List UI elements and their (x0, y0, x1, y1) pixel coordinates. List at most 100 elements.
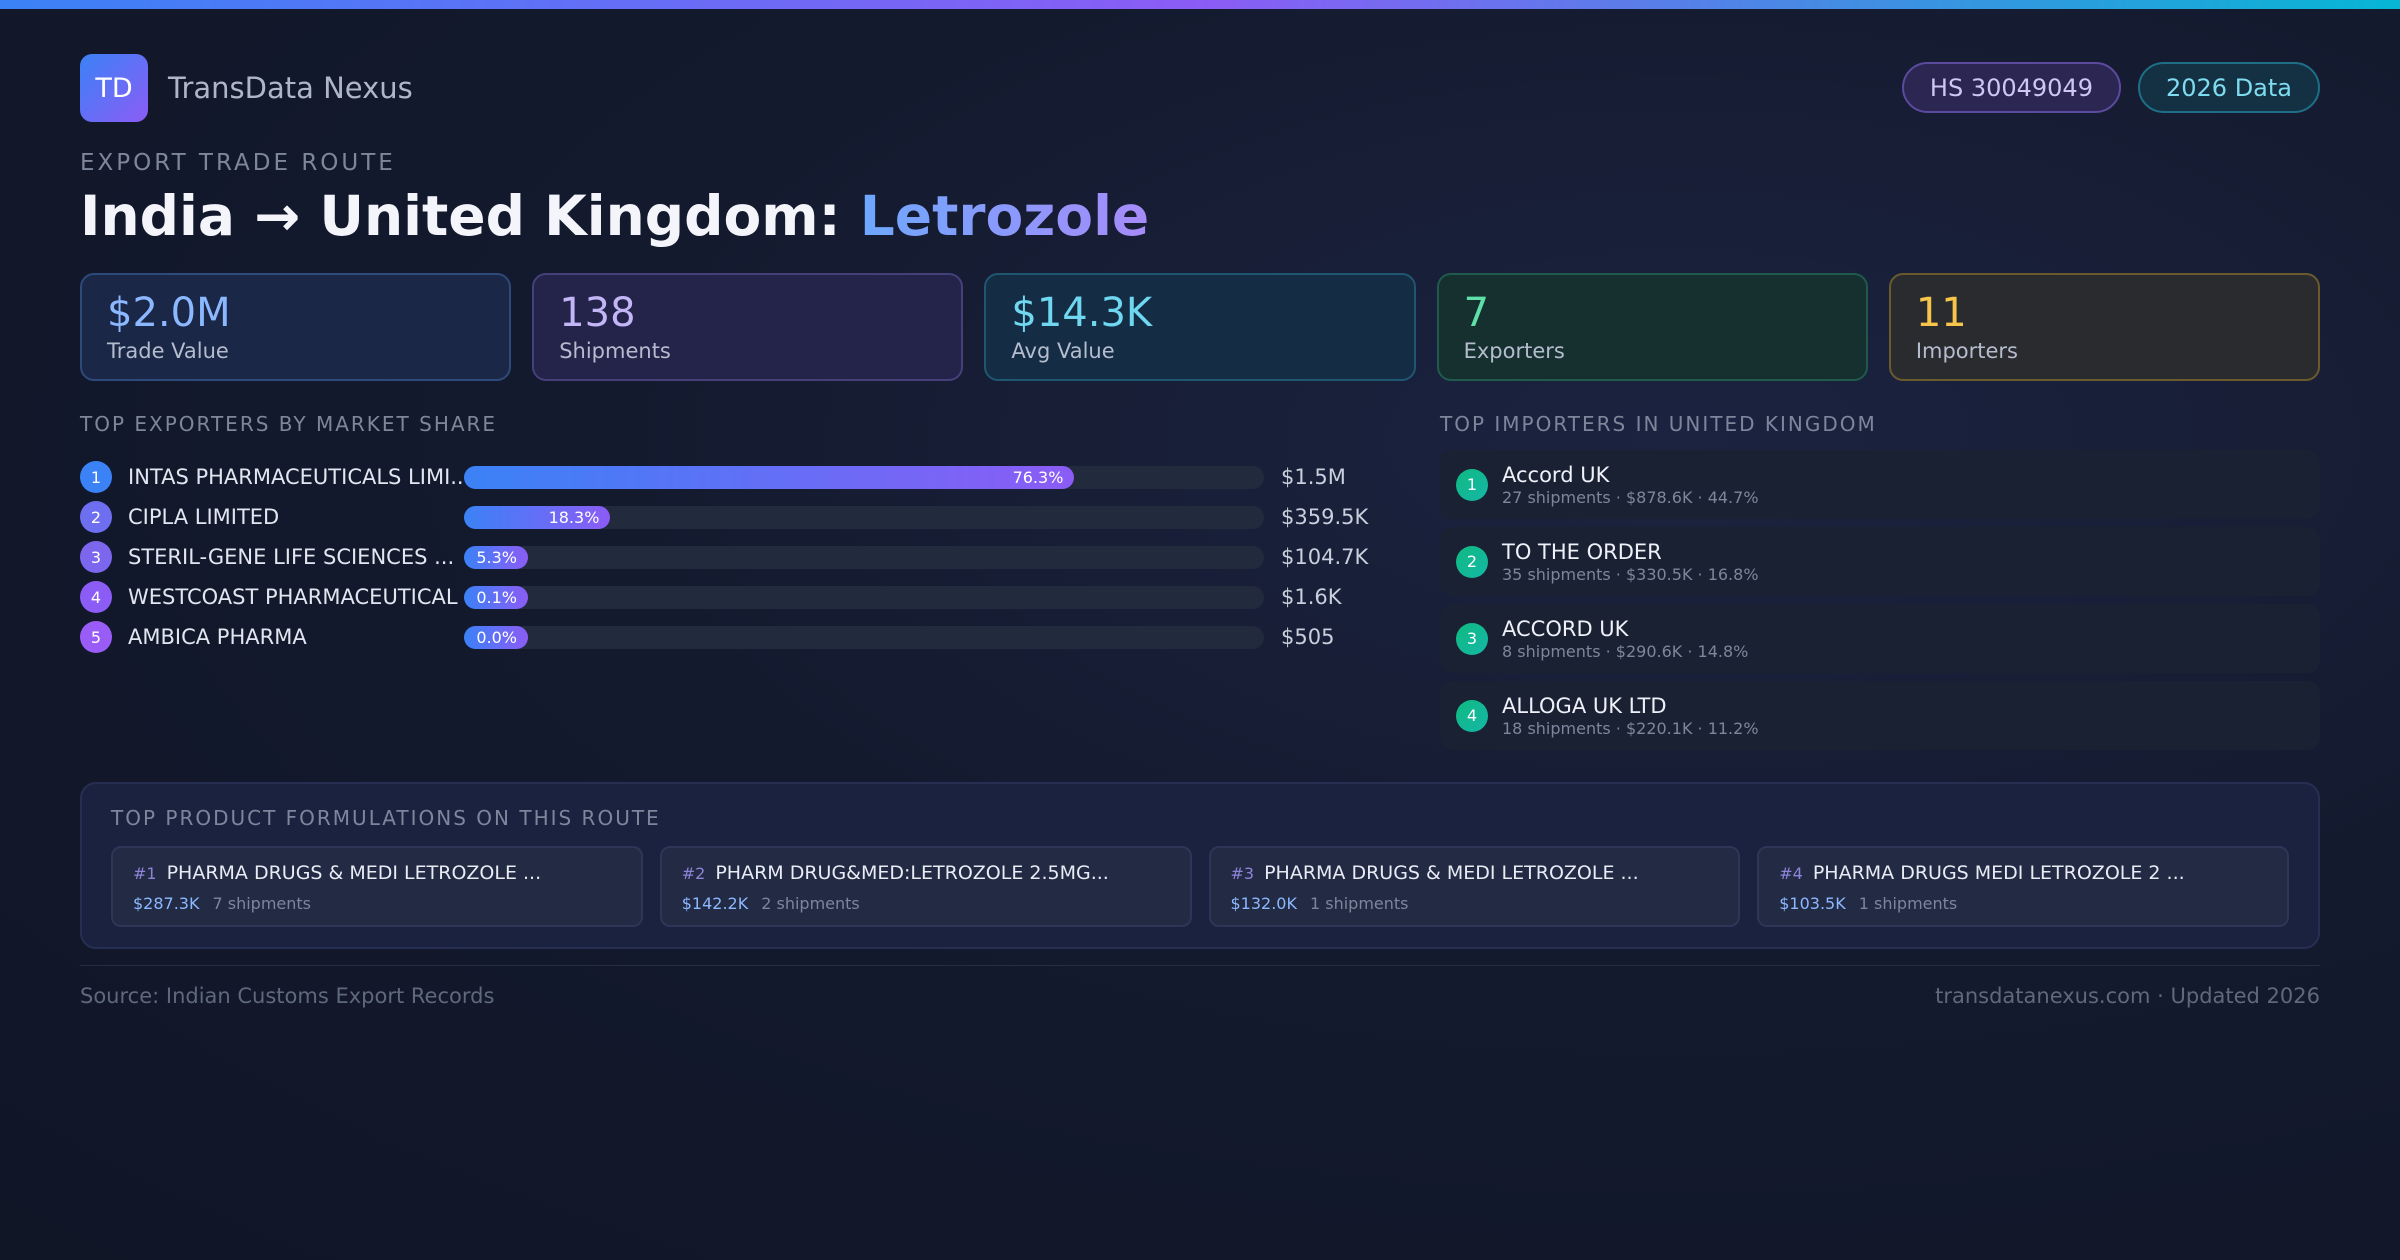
formulation-shipments: 2 shipments (761, 894, 860, 913)
importer-name: TO THE ORDER (1502, 539, 1662, 564)
importer-row[interactable]: 3 ACCORD UK 8 shipments · $290.6K · 14.8… (1440, 604, 2320, 673)
exporter-value: $1.6K (1281, 585, 1342, 609)
formulation-shipments: 1 shipments (1309, 894, 1409, 913)
importer-row[interactable]: 2 TO THE ORDER 35 shipments · $330.5K · … (1440, 527, 2320, 596)
brand[interactable]: TD TransData Nexus (80, 54, 413, 122)
importer-row[interactable]: 4 ALLOGA UK LTD 18 shipments · $220.1K ·… (1440, 681, 2320, 750)
exporter-value: $505 (1281, 625, 1335, 649)
exporter-rank: 5 (80, 621, 112, 653)
exporters-list: 1 INTAS PHARMACEUTICALS LIMI... 76.3% $1… (80, 457, 1380, 657)
share-bar-fill: 0.0% (464, 625, 528, 649)
exporter-value: $1.5M (1281, 465, 1346, 489)
stat-label: Exporters (1463, 339, 1565, 363)
importer-meta: 18 shipments · $220.1K · 11.2% (1502, 718, 1759, 738)
exporter-rank: 2 (80, 501, 112, 533)
data-year-badge: 2026 Data (2137, 62, 2320, 113)
share-bar-fill: 5.3% (464, 545, 528, 569)
formulation-value: $103.5K (1779, 894, 1846, 913)
exporter-name: AMBICA PHARMA (128, 625, 307, 649)
exporters-section-title: TOP EXPORTERS BY MARKET SHARE (80, 412, 498, 436)
exporter-value: $359.5K (1281, 505, 1369, 529)
exporter-row[interactable]: 1 INTAS PHARMACEUTICALS LIMI... 76.3% $1… (80, 457, 1380, 497)
exporter-row[interactable]: 2 CIPLA LIMITED 18.3% $359.5K (80, 497, 1380, 537)
formulation-rank: #3 (1230, 864, 1255, 883)
exporter-name: INTAS PHARMACEUTICALS LIMI... (128, 465, 464, 489)
importer-meta: 8 shipments · $290.6K · 14.8% (1502, 641, 1749, 661)
formulations-section-title: TOP PRODUCT FORMULATIONS ON THIS ROUTE (111, 806, 661, 830)
stat-value: $14.3K (1011, 290, 1153, 336)
stat-cards: $2.0M Trade Value 138 Shipments $14.3K A… (80, 273, 2321, 381)
share-bar-track: 0.0% (464, 625, 1264, 649)
formulation-card[interactable]: #4 PHARMA DRUGS MEDI LETROZOLE 2 ... $103… (1757, 846, 2289, 927)
exporter-name: WESTCOAST PHARMACEUTICAL W... (128, 585, 464, 609)
importer-name: ACCORD UK (1502, 616, 1629, 641)
footer-site-link[interactable]: transdatanexus.com · Updated 2026 (1935, 984, 2320, 1008)
exporter-rank: 4 (80, 581, 112, 613)
formulation-shipments: 1 shipments (1858, 894, 1958, 913)
formulation-card[interactable]: #2 PHARM DRUG&MED:LETROZOLE 2.5MG... $142… (659, 846, 1192, 927)
top-formulations-section: TOP PRODUCT FORMULATIONS ON THIS ROUTE #… (80, 782, 2320, 949)
stat-value: 138 (559, 290, 636, 336)
formulations-list: #1 PHARMA DRUGS & MEDI LETROZOLE ... $287… (111, 846, 2289, 927)
stat-value: 7 (1463, 290, 1490, 336)
title-product: Letrozole (859, 184, 1150, 248)
exporter-rank: 3 (80, 541, 112, 573)
formulation-card[interactable]: #3 PHARMA DRUGS & MEDI LETROZOLE ... $132… (1208, 846, 1741, 927)
formulation-name: PHARMA DRUGS & MEDI LETROZOLE ... (166, 862, 542, 884)
share-bar-track: 5.3% (464, 545, 1264, 569)
formulation-value: $287.3K (133, 894, 200, 913)
formulation-name: PHARMA DRUGS MEDI LETROZOLE 2 ... (1812, 862, 2185, 884)
importer-rank: 3 (1456, 622, 1488, 655)
formulation-shipments: 7 shipments (212, 894, 312, 913)
share-bar-fill: 76.3% (464, 465, 1075, 489)
brand-name: TransData Nexus (168, 71, 413, 105)
formulation-rank: #2 (681, 864, 706, 883)
stat-card-importers: 11 Importers (1888, 273, 2321, 381)
stat-label: Importers (1915, 339, 2019, 363)
footer-source: Source: Indian Customs Export Records (80, 984, 495, 1008)
stat-value: 11 (1915, 290, 1967, 336)
stat-value: $2.0M (107, 290, 231, 336)
importer-name: Accord UK (1502, 462, 1610, 487)
page-title: India → United Kingdom: Letrozole (80, 184, 1149, 248)
share-bar-fill: 18.3% (464, 505, 611, 529)
exporter-rank: 1 (80, 461, 112, 493)
importers-section-title: TOP IMPORTERS IN UNITED KINGDOM (1440, 412, 1877, 436)
top-importers-section: TOP IMPORTERS IN UNITED KINGDOM 1 Accord… (1440, 412, 2320, 758)
importer-name: ALLOGA UK LTD (1502, 693, 1667, 718)
exporter-value: $104.7K (1281, 545, 1369, 569)
exporter-row[interactable]: 4 WESTCOAST PHARMACEUTICAL W... 0.1% $1.… (80, 577, 1380, 617)
formulation-value: $132.0K (1230, 894, 1297, 913)
exporter-name: STERIL-GENE LIFE SCIENCES ... (128, 545, 455, 569)
share-bar-fill: 0.1% (464, 585, 528, 609)
formulation-rank: #1 (133, 864, 157, 883)
exporter-row[interactable]: 5 AMBICA PHARMA 0.0% $505 (80, 617, 1380, 657)
stat-label: Avg Value (1011, 339, 1115, 363)
importer-rank: 2 (1456, 545, 1488, 578)
formulation-value: $142.2K (681, 894, 749, 913)
route-eyebrow: EXPORT TRADE ROUTE (80, 150, 396, 176)
stat-card-exporters: 7 Exporters (1436, 273, 1868, 381)
header-badges: HS 30049049 2026 Data (1901, 62, 2320, 113)
stat-card-trade-value: $2.0M Trade Value (80, 273, 512, 381)
share-bar-track: 76.3% (464, 465, 1264, 489)
importers-list: 1 Accord UK 27 shipments · $878.6K · 44.… (1440, 450, 2320, 750)
top-exporters-section: TOP EXPORTERS BY MARKET SHARE 1 INTAS PH… (80, 412, 1380, 657)
footer-divider (80, 965, 2320, 966)
formulation-name: PHARM DRUG&MED:LETROZOLE 2.5MG... (715, 862, 1109, 884)
share-bar-track: 0.1% (464, 585, 1264, 609)
importer-rank: 1 (1456, 468, 1488, 501)
stat-card-avg-value: $14.3K Avg Value (984, 273, 1416, 381)
formulation-name: PHARMA DRUGS & MEDI LETROZOLE ... (1264, 862, 1639, 884)
importer-meta: 35 shipments · $330.5K · 16.8% (1502, 564, 1759, 584)
logo: TD (80, 54, 148, 122)
share-bar-track: 18.3% (464, 505, 1264, 529)
formulation-card[interactable]: #1 PHARMA DRUGS & MEDI LETROZOLE ... $287… (111, 846, 643, 927)
top-accent-bar (0, 0, 2400, 9)
formulation-rank: #4 (1779, 864, 1803, 883)
importer-meta: 27 shipments · $878.6K · 44.7% (1502, 487, 1759, 507)
exporter-name: CIPLA LIMITED (128, 505, 280, 529)
hs-code-badge: HS 30049049 (1901, 62, 2121, 113)
importer-row[interactable]: 1 Accord UK 27 shipments · $878.6K · 44.… (1440, 450, 2320, 519)
exporter-row[interactable]: 3 STERIL-GENE LIFE SCIENCES ... 5.3% $10… (80, 537, 1380, 577)
